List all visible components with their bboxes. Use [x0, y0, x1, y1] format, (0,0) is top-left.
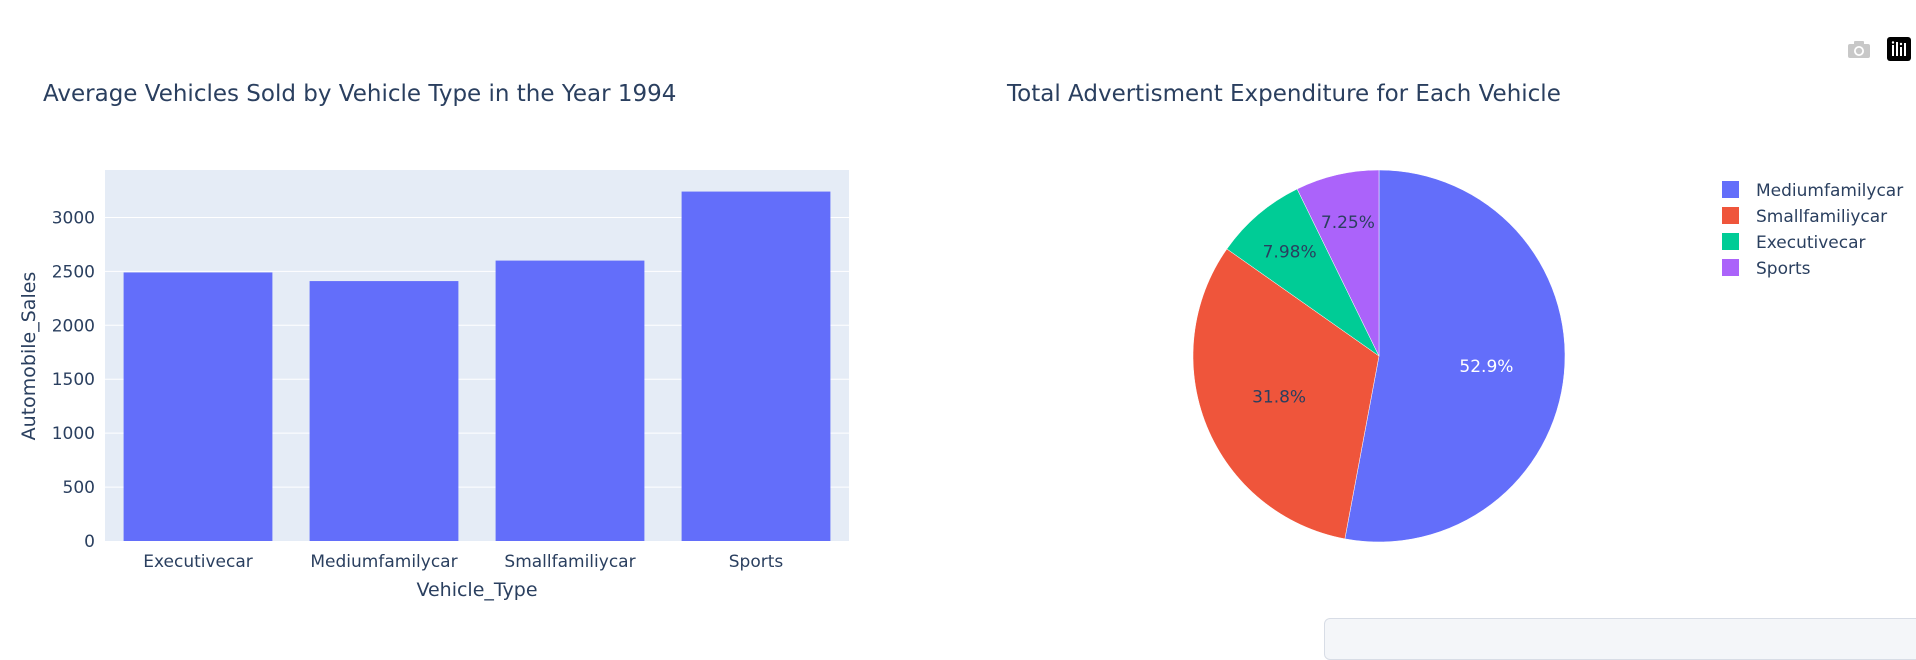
x-tick-label: Mediumfamilycar [310, 552, 457, 572]
x-tick-label: Smallfamiliycar [504, 552, 635, 572]
y-tick-label: 3000 [52, 208, 95, 228]
legend-swatch [1722, 233, 1739, 250]
legend-label: Sports [1756, 259, 1811, 279]
pie-value-labels: 52.9% 31.8% 7.98%7.25% [1252, 213, 1513, 408]
legend-item[interactable]: Sports [1722, 259, 1811, 279]
legend-item[interactable]: Smallfamiliycar [1722, 207, 1887, 227]
bar[interactable] [495, 260, 645, 541]
x-tick-label: Executivecar [143, 552, 253, 572]
legend-item[interactable]: Executivecar [1722, 233, 1866, 253]
bar-chart: Average Vehicles Sold by Vehicle Type in… [18, 81, 849, 601]
pie-chart-title: Total Advertisment Expenditure for Each … [1006, 81, 1561, 107]
bar-y-tick-labels: 0 500 1000 1500 2000 2500 3000 [52, 208, 95, 552]
legend-swatch [1722, 207, 1739, 224]
legend-label: Mediumfamilycar [1756, 181, 1903, 201]
y-tick-label: 1000 [52, 424, 95, 444]
pie-value-label: 52.9% [1459, 357, 1513, 377]
legend-label: Smallfamiliycar [1756, 207, 1887, 227]
bar[interactable] [681, 191, 831, 541]
bar[interactable] [309, 281, 459, 541]
y-tick-label: 0 [84, 532, 95, 552]
legend-label: Executivecar [1756, 233, 1866, 253]
pie-chart: Total Advertisment Expenditure for Each … [1006, 81, 1903, 543]
y-tick-label: 500 [63, 478, 95, 498]
bar-y-axis-label: Automobile_Sales [18, 272, 40, 441]
modebar [1846, 36, 1912, 62]
pie-value-label: 7.98% [1263, 242, 1317, 262]
bar[interactable] [123, 272, 273, 541]
y-tick-label: 2500 [52, 262, 95, 282]
legend-swatch [1722, 259, 1739, 276]
plotly-logo-icon[interactable] [1886, 36, 1912, 62]
bar-x-axis-label: Vehicle_Type [416, 579, 537, 601]
y-tick-label: 2000 [52, 316, 95, 336]
pie-slices[interactable] [1192, 169, 1566, 543]
legend-item[interactable]: Mediumfamilycar [1722, 181, 1903, 201]
pie-slice[interactable] [1344, 169, 1566, 543]
x-tick-label: Sports [729, 552, 784, 572]
pie-slice[interactable] [1296, 169, 1380, 357]
camera-icon[interactable] [1846, 36, 1872, 62]
bar-chart-title: Average Vehicles Sold by Vehicle Type in… [43, 81, 676, 107]
pie-value-label: 7.25% [1321, 213, 1375, 233]
pie-slice[interactable] [1192, 248, 1380, 540]
bottom-panel [1324, 618, 1916, 660]
pie-value-label: 31.8% [1252, 388, 1306, 408]
bar-x-tick-labels: Executivecar Mediumfamilycar Smallfamiliyc… [143, 552, 783, 572]
pie-legend[interactable]: Mediumfamilycar Smallfamiliycar Executivec… [1722, 181, 1903, 279]
legend-swatch [1722, 181, 1739, 198]
bar-series[interactable] [123, 191, 831, 541]
pie-slice[interactable] [1226, 188, 1380, 357]
y-tick-label: 1500 [52, 370, 95, 390]
figure: Average Vehicles Sold by Vehicle Type in… [18, 81, 1903, 601]
